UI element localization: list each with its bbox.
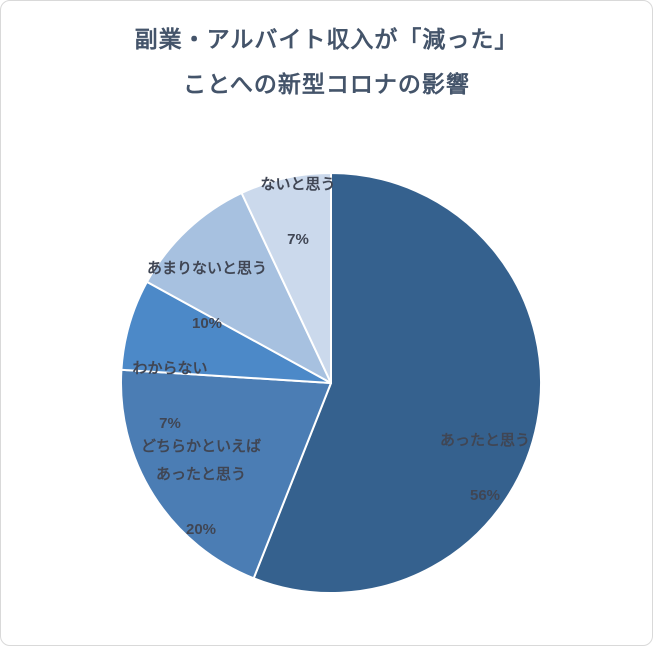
slice-label-pct: 7%	[159, 415, 181, 433]
slice-label-amari-nai: あまりないと思う 10%	[147, 227, 267, 366]
slice-label-atta-to-omou: あったと思う 56%	[440, 399, 530, 538]
slice-label-wakaranai: わからない 7%	[132, 327, 207, 466]
slice-label-name: わからない	[132, 359, 208, 377]
slice-label-name: ないと思う	[260, 175, 336, 193]
pie-slice-1	[119, 368, 332, 580]
chart-title: 副業・アルバイト収入が「減った」 ことへの新型コロナの影響	[134, 26, 519, 97]
slice-label-name: どちらかといえば あったと思う	[140, 437, 262, 483]
pie-slice-0	[252, 172, 542, 594]
slice-label-name: あまりないと思う	[146, 259, 268, 277]
slice-label-pct: 7%	[287, 231, 309, 249]
slice-label-pct: 20%	[185, 521, 217, 538]
slice-label-dochiraka: どちらかといえば あったと思う 20%	[141, 405, 261, 572]
slice-label-pct: 56%	[469, 487, 501, 505]
slice-label-nai-to-omou: ないと思う 7%	[260, 143, 335, 282]
pie-slice-3	[145, 191, 332, 384]
pie-slice-4	[240, 172, 332, 384]
slice-label-name: あったと思う	[439, 431, 531, 449]
slice-label-pct: 10%	[191, 315, 223, 333]
